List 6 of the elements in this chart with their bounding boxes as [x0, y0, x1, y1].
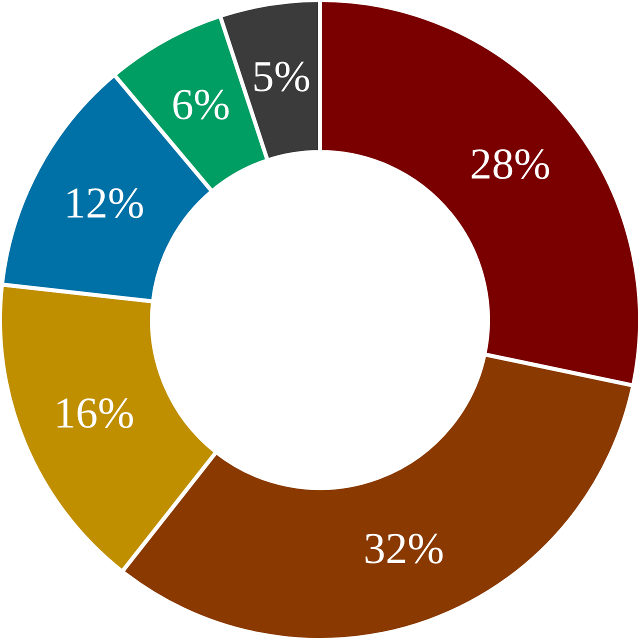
data-label: 12% [64, 178, 144, 228]
data-label: 5% [252, 52, 311, 102]
data-label: 28% [470, 140, 550, 189]
data-label: 16% [54, 388, 134, 438]
data-label: 6% [172, 80, 230, 129]
data-label: 32% [363, 524, 444, 574]
